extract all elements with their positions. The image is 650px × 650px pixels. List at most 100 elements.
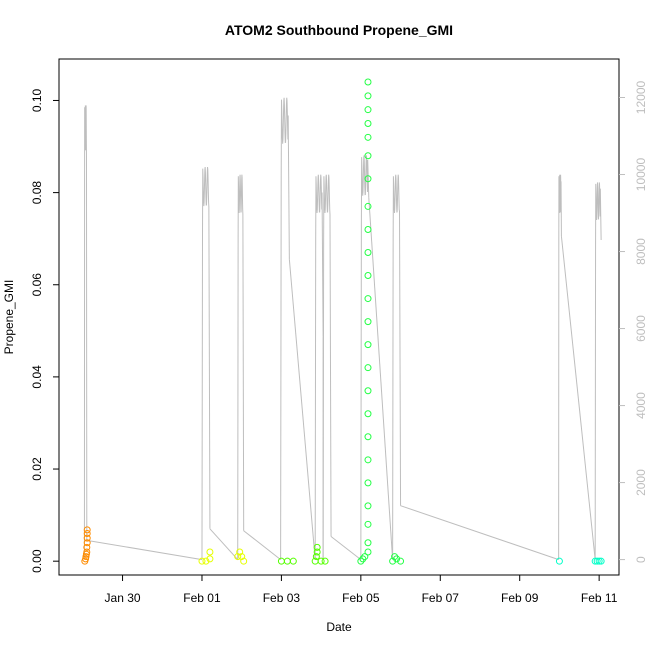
altitude-trace [201, 166, 211, 560]
data-point [364, 318, 372, 326]
data-point [206, 548, 214, 556]
y2-tick-label: 12000 [634, 80, 648, 114]
data-point [555, 557, 563, 565]
altitude-connector [288, 259, 316, 560]
x-axis-label: Date [326, 620, 352, 634]
data-point [364, 106, 372, 114]
y-axis: 0.00 0.02 0.04 0.06 0.08 0.10 [30, 88, 59, 573]
data-point [595, 557, 603, 565]
y-tick-label: 0.02 [30, 457, 44, 481]
altitude-trace [280, 97, 290, 560]
data-point [364, 387, 372, 395]
data-point [83, 548, 91, 556]
altitude-trace [594, 182, 602, 560]
data-point [206, 555, 214, 563]
y-tick-label: 0.08 [30, 181, 44, 205]
altitude-connector [400, 505, 559, 561]
altitude-connector [243, 530, 281, 560]
data-point [236, 548, 244, 556]
y2-tick-label: 2000 [634, 469, 648, 496]
data-point [83, 530, 91, 538]
data-point [83, 543, 91, 551]
data-point [364, 502, 372, 510]
data-point [364, 456, 372, 464]
data-point [364, 92, 372, 100]
y2-tick-label: 10000 [634, 158, 648, 192]
x-tick-label: Jan 30 [105, 591, 141, 605]
data-point [321, 557, 329, 565]
y2-axis: 0 2000 4000 6000 8000 10000 12000 [619, 80, 648, 563]
data-point [364, 410, 372, 418]
data-point [202, 557, 210, 565]
altitude-trace [322, 174, 332, 560]
data-point [234, 553, 242, 561]
altitude-connector [86, 539, 203, 561]
data-point [364, 202, 372, 210]
data-point [389, 557, 397, 565]
data-point [364, 120, 372, 127]
y-tick-label: 0.06 [30, 273, 44, 297]
plot-frame [58, 58, 620, 576]
data-point [313, 543, 321, 551]
data-point [364, 133, 372, 141]
data-point [364, 175, 372, 183]
y2-tick-label: 8000 [634, 238, 648, 265]
y2-tick-label: 0 [634, 556, 648, 563]
altitude-trace [237, 174, 245, 560]
data-point [397, 557, 405, 565]
data-point [364, 433, 372, 441]
altitude-connector [330, 536, 362, 560]
altitude-connector [209, 528, 239, 560]
data-point [283, 557, 291, 565]
altitude-trace [83, 105, 88, 560]
x-axis: Jan 30 Feb 01 Feb 03 Feb 05 Feb 07 Feb 09 Feb … [105, 575, 618, 605]
data-point [364, 364, 372, 372]
altitude-trace [392, 174, 402, 560]
x-tick-label: Feb 11 [581, 591, 618, 605]
data-point [361, 553, 369, 561]
data-point [391, 553, 399, 561]
data-point [593, 557, 601, 565]
data-point [313, 548, 321, 556]
x-tick-label: Feb 09 [501, 591, 539, 605]
altitude-trace [558, 174, 562, 560]
data-point [393, 555, 401, 563]
data-point [364, 272, 372, 280]
x-tick-label: Feb 07 [422, 591, 460, 605]
data-point [364, 249, 372, 256]
data-point [312, 553, 320, 561]
data-point [359, 555, 367, 563]
data-point [364, 548, 372, 556]
data-point [83, 534, 91, 542]
data-point [83, 539, 91, 547]
data-point [357, 557, 365, 565]
altitude-layer [83, 97, 602, 561]
data-point [364, 479, 372, 487]
data-point [289, 557, 297, 565]
x-tick-label: Feb 03 [263, 591, 301, 605]
data-point [364, 520, 372, 528]
data-point [364, 539, 372, 547]
x-tick-label: Feb 01 [183, 591, 221, 605]
chart-title: ATOM2 Southbound Propene_GMI [225, 22, 453, 38]
altitude-connector [560, 236, 596, 560]
data-point [198, 557, 206, 565]
y-tick-label: 0.00 [30, 549, 44, 573]
data-point [364, 78, 372, 86]
y2-tick-label: 4000 [634, 392, 648, 419]
data-point [364, 152, 372, 160]
data-point [238, 553, 246, 561]
data-point [240, 557, 248, 565]
altitude-connector [368, 197, 394, 560]
altitude-trace [314, 174, 324, 560]
data-point [277, 557, 285, 565]
y-tick-label: 0.10 [30, 88, 44, 112]
data-point [597, 557, 605, 565]
data-point [364, 295, 372, 303]
points-layer [81, 78, 605, 565]
altitude-trace [360, 155, 370, 560]
y2-tick-label: 6000 [634, 315, 648, 342]
x-tick-label: Feb 05 [342, 591, 380, 605]
y-tick-label: 0.04 [30, 365, 44, 389]
